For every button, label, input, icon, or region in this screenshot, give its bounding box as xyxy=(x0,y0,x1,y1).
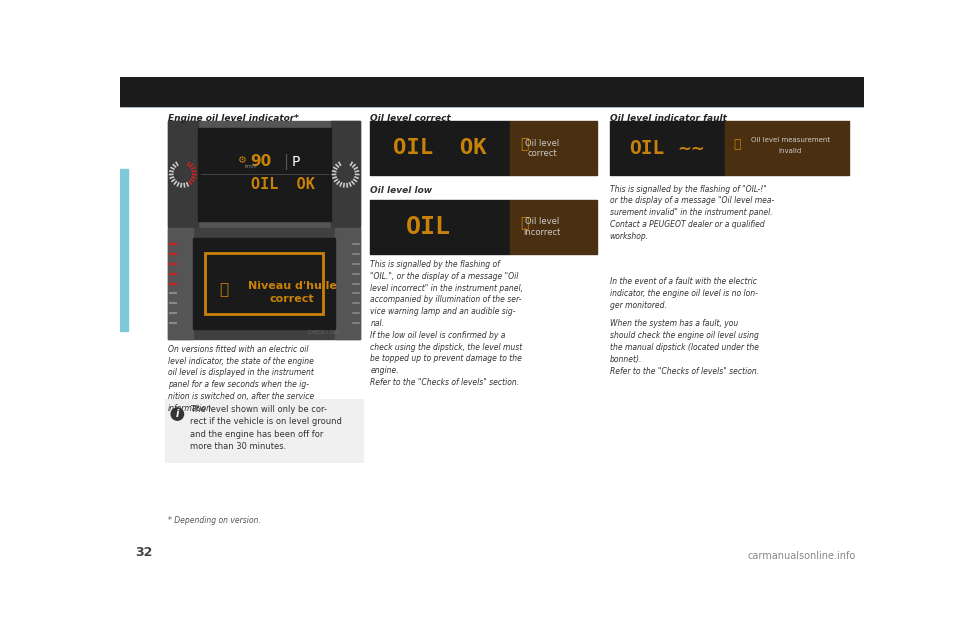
Text: correct: correct xyxy=(270,294,314,305)
Text: Oil level indicator fault: Oil level indicator fault xyxy=(610,114,727,123)
Bar xyxy=(165,399,363,462)
Text: Oil level: Oil level xyxy=(525,217,560,226)
Text: 🛢: 🛢 xyxy=(219,283,228,298)
Text: Engine oil level indicator*: Engine oil level indicator* xyxy=(168,114,300,123)
Text: ∼∼: ∼∼ xyxy=(678,140,705,157)
Bar xyxy=(168,228,360,339)
Bar xyxy=(610,122,725,175)
Bar xyxy=(371,200,510,254)
Text: |: | xyxy=(283,154,288,170)
Text: This is signalled by the flashing of "OIL-!"
or the display of a message "Oil le: This is signalled by the flashing of "OI… xyxy=(610,184,774,241)
Text: CHECK / 100: CHECK / 100 xyxy=(307,330,339,335)
Bar xyxy=(193,237,335,330)
Text: This is signalled by the flashing of
"OIL.", or the display of a message "Oil
le: This is signalled by the flashing of "OI… xyxy=(371,260,523,387)
Bar xyxy=(120,77,864,106)
Text: When the system has a fault, you
should check the engine oil level using
the man: When the system has a fault, you should … xyxy=(610,319,759,376)
Text: OIL: OIL xyxy=(630,139,664,158)
Text: incorrect: incorrect xyxy=(524,228,561,237)
Text: correct: correct xyxy=(528,149,557,158)
Bar xyxy=(510,200,597,254)
Bar xyxy=(510,122,597,175)
Text: 🛢: 🛢 xyxy=(733,138,741,151)
Text: MONITORING: MONITORING xyxy=(176,83,299,100)
Text: 32: 32 xyxy=(135,546,153,559)
Bar xyxy=(371,122,510,175)
Bar xyxy=(205,253,324,314)
Text: 🛢: 🛢 xyxy=(520,138,528,152)
Bar xyxy=(335,228,360,339)
Text: OIL: OIL xyxy=(406,215,451,239)
Text: 1: 1 xyxy=(134,79,152,104)
Bar xyxy=(120,169,128,331)
Bar xyxy=(168,228,193,339)
Circle shape xyxy=(171,408,183,420)
Text: In the event of a fault with the electric
indicator, the engine oil level is no : In the event of a fault with the electri… xyxy=(610,277,757,310)
Text: Niveau d'huile: Niveau d'huile xyxy=(248,281,337,291)
Text: Oil level measurement: Oil level measurement xyxy=(751,137,830,143)
Text: ⚙: ⚙ xyxy=(237,155,246,165)
Text: invalid: invalid xyxy=(779,148,802,154)
Bar xyxy=(168,122,198,227)
Text: P: P xyxy=(292,154,300,168)
Text: carmanualsonline.info: carmanualsonline.info xyxy=(748,551,856,561)
Text: OIL  OK: OIL OK xyxy=(251,177,315,192)
Text: OIL  OK: OIL OK xyxy=(394,138,487,159)
Bar xyxy=(198,127,331,221)
Text: i: i xyxy=(176,409,179,419)
Text: Oil level correct: Oil level correct xyxy=(371,114,451,123)
Text: Oil level: Oil level xyxy=(525,138,560,147)
Text: On versions fitted with an electric oil
level indicator, the state of the engine: On versions fitted with an electric oil … xyxy=(168,345,314,413)
Text: km/h: km/h xyxy=(245,164,257,168)
Bar xyxy=(725,122,849,175)
Text: Oil level low: Oil level low xyxy=(371,186,432,195)
Text: The level shown will only be cor-
rect if the vehicle is on level ground
and the: The level shown will only be cor- rect i… xyxy=(190,405,342,451)
Text: 🛢: 🛢 xyxy=(520,216,528,230)
Text: * Depending on version.: * Depending on version. xyxy=(168,516,261,525)
Text: 90: 90 xyxy=(251,154,272,169)
Bar xyxy=(331,122,360,227)
Bar xyxy=(168,122,360,227)
